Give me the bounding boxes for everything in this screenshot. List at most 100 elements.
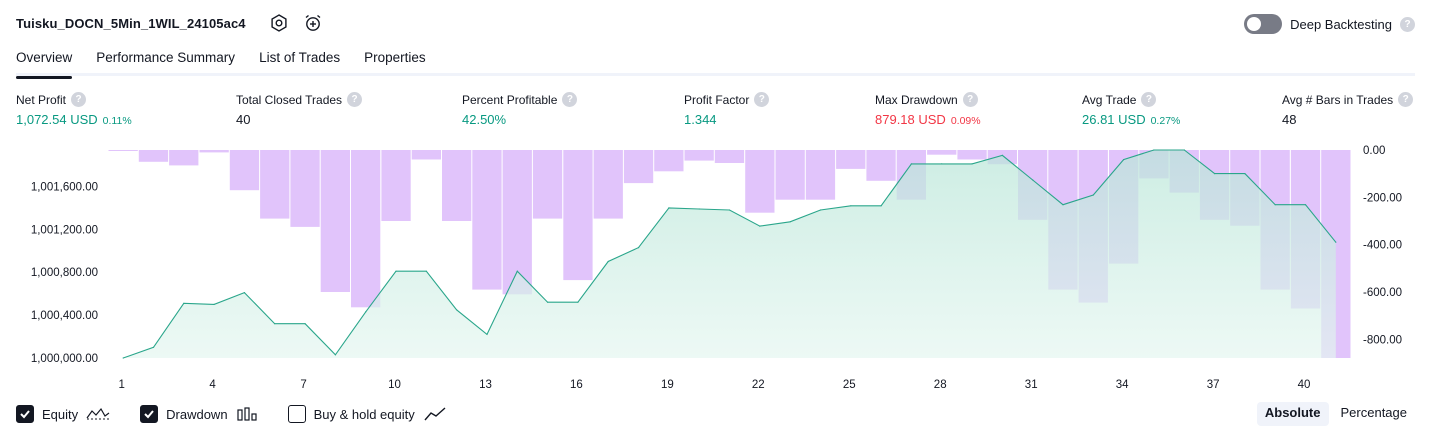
drawdown-bar (775, 150, 805, 200)
drawdown-bar (320, 150, 350, 292)
tab-performance-summary[interactable]: Performance Summary (96, 50, 236, 65)
info-icon[interactable]: ? (962, 92, 978, 107)
equity-point (547, 301, 549, 303)
metric-avg-bars-in-trades: Avg # Bars in Trades? 48 (1282, 92, 1414, 127)
metric-total-closed-trades: Total Closed Trades? 40 (236, 92, 363, 127)
metric-percent-profitable: Percent Profitable? 42.50% (462, 92, 578, 127)
x-axis-tick: 7 (300, 379, 306, 391)
absolute-button[interactable]: Absolute (1256, 402, 1329, 426)
drawdown-bar (108, 150, 138, 151)
equity-point (607, 260, 609, 263)
help-icon[interactable]: ? (1400, 16, 1415, 32)
tab-list-of-trades[interactable]: List of Trades (259, 50, 341, 65)
metric-avg-trade: Avg Trade? 26.81 USD 0.27% (1082, 92, 1180, 127)
equity-point (516, 270, 518, 272)
x-axis-tick: 16 (570, 379, 583, 391)
drawdown-bar (290, 150, 320, 227)
metric-percent: 0.27% (1150, 115, 1181, 127)
equity-point (668, 207, 670, 209)
metric-value: 48 (1282, 112, 1297, 127)
x-axis-tick: 1 (118, 379, 124, 391)
info-icon[interactable]: ? (71, 92, 87, 107)
info-icon[interactable]: ? (754, 92, 770, 107)
metric-value: 1,072.54 USD (16, 112, 98, 127)
tab-properties[interactable]: Properties (364, 50, 426, 65)
drawdown-bar (199, 150, 229, 153)
drawdown-bar (654, 150, 684, 172)
drawdown-bar (623, 150, 654, 184)
deep-backtesting-control: Deep Backtesting ? (1244, 13, 1415, 35)
deep-backtesting-toggle[interactable] (1244, 14, 1283, 34)
equity-point (122, 357, 124, 359)
equity-point (365, 311, 367, 313)
x-axis-tick: 4 (209, 379, 216, 391)
equity-point (728, 209, 731, 211)
metric-label: Avg # Bars in Trades (1282, 92, 1394, 107)
legend-label: Equity (42, 406, 79, 422)
metric-percent: 0.09% (950, 115, 981, 127)
report-header: Tuisku_DOCN_5Min_1WIL_24105ac4 Deep Back… (0, 0, 1431, 46)
legend-drawdown[interactable]: Drawdown (140, 405, 257, 423)
equity-point (304, 323, 306, 325)
x-axis-tick: 37 (1207, 379, 1220, 391)
legend-label: Buy & hold equity (313, 406, 415, 422)
deep-backtesting-label: Deep Backtesting (1290, 16, 1392, 32)
left-axis-tick: 1,000,800.00 (31, 267, 98, 279)
tab-overview[interactable]: Overview (16, 46, 73, 79)
metric-label: Avg Trade (1082, 92, 1137, 107)
equity-point (577, 301, 579, 303)
buy-hold-checkbox[interactable] (287, 405, 306, 423)
info-icon[interactable]: ? (562, 92, 578, 107)
equity-point (1335, 241, 1337, 243)
drawdown-bar (563, 150, 593, 281)
x-axis: 1 4 7 10 13 16 19 22 25 28 31 34 37 40 (118, 379, 1310, 391)
drawdown-bar (684, 150, 714, 161)
info-icon[interactable]: ? (1141, 92, 1157, 107)
equity-point (486, 333, 488, 335)
left-axis: 1,000,000.00 1,000,400.00 1,000,800.00 1,00… (31, 182, 98, 366)
x-axis-tick: 40 (1298, 379, 1311, 391)
legend-label: Drawdown (166, 406, 228, 422)
equity-point (425, 270, 427, 272)
equity-point (850, 205, 852, 207)
report-tabs: Overview Performance Summary List of Tra… (16, 46, 1415, 79)
x-axis-tick: 19 (661, 379, 674, 391)
equity-point (941, 163, 943, 165)
left-axis-tick: 1,001,600.00 (31, 182, 98, 194)
equity-point (1123, 159, 1125, 161)
info-icon[interactable]: ? (1398, 92, 1414, 107)
legend-buy-hold[interactable]: Buy & hold equity (287, 405, 447, 423)
x-axis-tick: 31 (1025, 379, 1038, 391)
drawdown-bar (532, 150, 563, 219)
settings-icon[interactable] (269, 13, 289, 33)
drawdown-bar (805, 150, 836, 200)
drawdown-bar (229, 150, 260, 191)
legend-equity[interactable]: Equity (16, 405, 110, 423)
equity-point (1062, 204, 1064, 206)
equity-point (789, 221, 791, 223)
drawdown-bar (411, 150, 441, 160)
drawdown-bar (472, 150, 502, 290)
equity-point (1214, 173, 1216, 175)
info-icon[interactable]: ? (347, 92, 363, 107)
equity-checkbox[interactable] (16, 405, 34, 423)
right-axis-tick: 0.00 (1363, 145, 1385, 157)
equity-point (395, 270, 397, 272)
right-axis-tick: -200.00 (1363, 192, 1402, 204)
alarm-add-icon[interactable] (303, 13, 323, 33)
drawdown-bars-icon (236, 407, 257, 421)
equity-point (910, 163, 913, 165)
left-axis-tick: 1,000,400.00 (31, 310, 98, 322)
checkmark-icon (144, 410, 154, 419)
drawdown-bar (836, 150, 866, 169)
equity-drawdown-chart[interactable]: 1,000,000.00 1,000,400.00 1,000,800.00 1,00… (0, 140, 1431, 398)
drawdown-bar (714, 150, 745, 163)
strategy-title: Tuisku_DOCN_5Min_1WIL_24105ac4 (16, 16, 246, 31)
drawdown-checkbox[interactable] (140, 405, 159, 423)
equity-point (819, 209, 822, 211)
equity-point (1244, 173, 1246, 175)
percentage-button[interactable]: Percentage (1340, 405, 1408, 420)
drawdown-bar (260, 150, 290, 219)
metric-value: 40 (236, 112, 251, 127)
drawdown-bar (957, 150, 987, 160)
